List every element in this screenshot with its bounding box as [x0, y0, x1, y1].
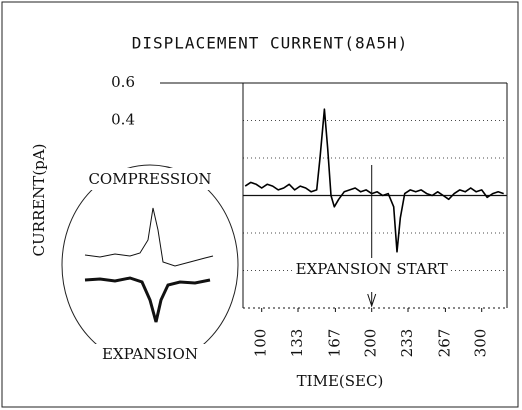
y-tick-label: 0.6 — [111, 73, 135, 91]
event-arrow — [367, 292, 377, 308]
x-tick-label: 167 — [325, 329, 343, 358]
x-tick-label: 267 — [435, 329, 453, 358]
y-tick-label: 0.4 — [111, 111, 135, 129]
annotation: COMPRESSION — [88, 170, 211, 188]
data-line — [244, 108, 504, 253]
inset-expansion-trace — [84, 276, 211, 323]
x-tick-label: 200 — [362, 329, 380, 358]
x-tick-label: 233 — [398, 329, 416, 358]
inset-circle — [61, 164, 239, 366]
x-tick-label: 300 — [472, 329, 490, 358]
annotation: EXPANSION — [102, 345, 198, 363]
annotation: EXPANSION START — [296, 260, 448, 278]
chart-title: DISPLACEMENT CURRENT(8A5H) — [132, 34, 408, 53]
y-axis-label: CURRENT(pA) — [30, 144, 48, 257]
label-bg — [95, 344, 205, 366]
x-tick-label: 100 — [252, 329, 270, 358]
inset-compression-trace — [84, 207, 214, 267]
label-bg — [293, 260, 450, 280]
x-axis-label: TIME(SEC) — [297, 372, 384, 390]
label-bg — [85, 168, 215, 190]
x-tick-label: 133 — [288, 329, 306, 358]
